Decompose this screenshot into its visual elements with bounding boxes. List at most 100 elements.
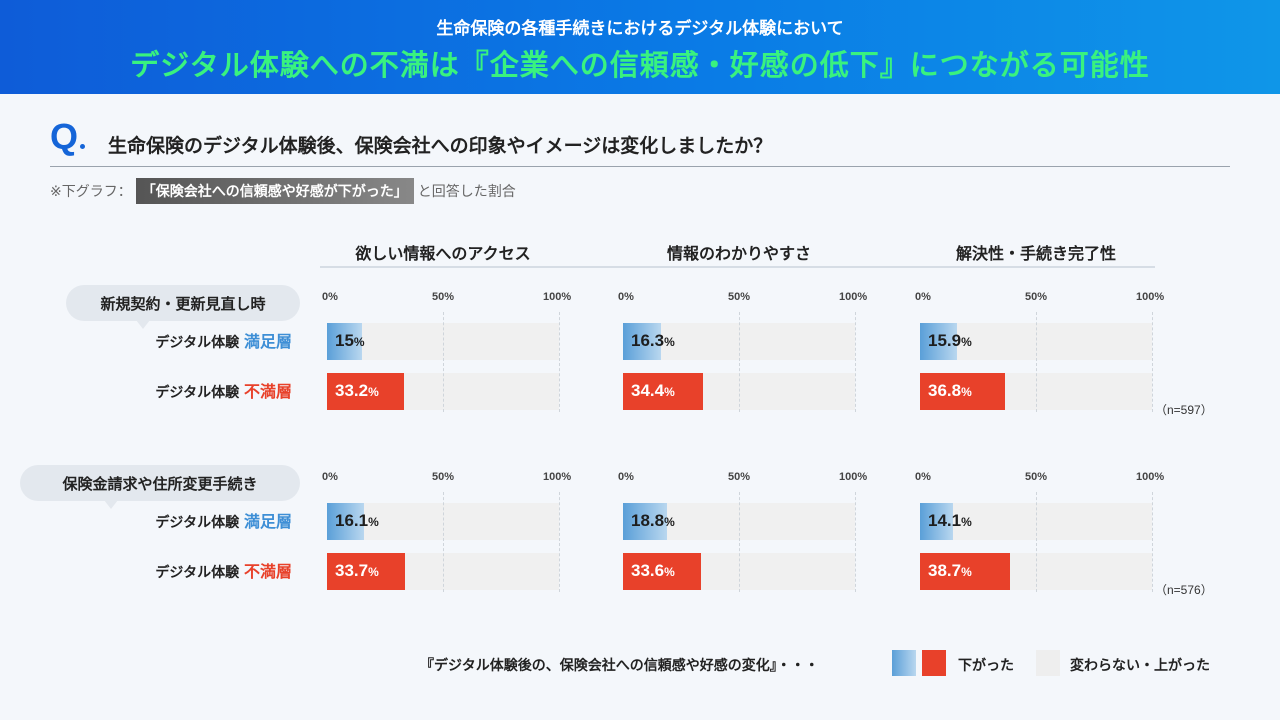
bar-value-unit: % <box>664 385 675 399</box>
bar-satisfied <box>920 503 953 540</box>
gridline <box>739 492 740 592</box>
gridline <box>443 312 444 412</box>
gridline <box>559 492 560 592</box>
row-label-segment: 不満層 <box>243 562 292 581</box>
bar-value-label: 33.7% <box>335 561 379 580</box>
bar-dissatisfied <box>623 373 703 410</box>
group-label: 新規契約・更新見直し時 <box>66 285 300 329</box>
row-label-segment: 満足層 <box>243 512 292 531</box>
row-label-prefix: デジタル体験 <box>155 515 244 531</box>
gridline <box>1152 492 1153 592</box>
axis-tick-label: 50% <box>728 291 751 303</box>
legend-caption: 『デジタル体験後の、保険会社への信頼感や好感の変化』・・・ <box>420 658 819 674</box>
gridline <box>1036 492 1037 592</box>
bar-value-label: 34.4% <box>631 381 675 400</box>
bar-satisfied <box>920 323 957 360</box>
bar-value-label: 15.9% <box>928 331 972 350</box>
gridline <box>855 312 856 412</box>
axis-tick-label: 100% <box>1136 471 1165 483</box>
bar-dissatisfied <box>327 553 406 590</box>
row-label-dissatisfied: デジタル体験 不満層 <box>155 378 292 402</box>
axis-tick-label: 0% <box>322 471 338 483</box>
sample-size-label: （n=597） <box>1155 403 1213 417</box>
bar-satisfied <box>327 503 365 540</box>
axis-tick-label: 0% <box>915 471 931 483</box>
axis-tick-label: 50% <box>432 291 455 303</box>
chart-note: ※下グラフ： 「保険会社への信頼感や好感が下がった」 と回答した割合 <box>50 178 516 204</box>
bar-value-unit: % <box>961 335 972 349</box>
header-subtitle: 生命保険の各種手続きにおけるデジタル体験において <box>436 19 844 39</box>
legend-label-other: 変わらない・上がった <box>1070 658 1210 674</box>
axis-tick-label: 100% <box>1136 291 1165 303</box>
bar-value-label: 38.7% <box>928 561 972 580</box>
question-mark-dot <box>80 144 86 149</box>
group-label: 保険金請求や住所変更手続き <box>20 465 300 509</box>
note-suffix: と回答した割合 <box>417 184 516 200</box>
gridline <box>443 492 444 592</box>
axis-tick-label: 50% <box>432 471 455 483</box>
note-highlight: 「保険会社への信頼感や好感が下がった」 <box>135 178 414 204</box>
bar-value-unit: % <box>961 515 972 529</box>
question-text: 生命保険のデジタル体験後、保険会社への印象やイメージは変化しましたか？ <box>108 135 773 157</box>
bar-satisfied <box>623 323 661 360</box>
bar-value-unit: % <box>664 515 675 529</box>
axis-tick-label: 50% <box>728 471 751 483</box>
axis-tick-label: 0% <box>618 471 634 483</box>
legend-swatch-dissatisfied <box>922 650 946 676</box>
bar-value-unit: % <box>961 565 972 579</box>
row-label-segment: 満足層 <box>243 332 292 351</box>
axis-tick-label: 50% <box>1025 291 1048 303</box>
axis-tick-label: 0% <box>618 291 634 303</box>
bar-value-label: 15% <box>335 331 365 350</box>
bar-value-unit: % <box>664 335 675 349</box>
column-title: 欲しい情報へのアクセス <box>355 244 531 263</box>
bar-value-unit: % <box>664 565 675 579</box>
header-title: デジタル体験への不満は『企業への信頼感・好感の低下』につながる可能性 <box>130 48 1150 82</box>
bar-dissatisfied <box>623 553 701 590</box>
column-header-divider <box>320 266 1155 268</box>
row-label-prefix: デジタル体験 <box>155 335 244 351</box>
bar-dissatisfied <box>920 373 1006 410</box>
legend-swatch-satisfied <box>892 650 916 676</box>
axis-tick-label: 100% <box>543 291 572 303</box>
row-label-satisfied: デジタル体験 満足層 <box>155 508 292 532</box>
bar-value-label: 36.8% <box>928 381 972 400</box>
question-mark-icon: Q <box>50 116 86 158</box>
gridline <box>739 312 740 412</box>
row-label-segment: 不満層 <box>243 382 292 401</box>
legend-label-down: 下がった <box>958 658 1014 674</box>
bar-dissatisfied <box>920 553 1010 590</box>
bar-value-label: 33.2% <box>335 381 379 400</box>
row-label-dissatisfied: デジタル体験 不満層 <box>155 558 292 582</box>
bar-value-label: 33.6% <box>631 561 675 580</box>
note-prefix: ※下グラフ： <box>50 184 132 200</box>
bar-value-label: 16.1% <box>335 511 379 530</box>
axis-tick-label: 100% <box>839 291 868 303</box>
row-label-prefix: デジタル体験 <box>155 385 244 401</box>
axis-tick-label: 0% <box>322 291 338 303</box>
bar-value-unit: % <box>961 385 972 399</box>
axis-tick-label: 100% <box>839 471 868 483</box>
bar-value-unit: % <box>368 515 379 529</box>
gridline <box>855 492 856 592</box>
bar-value-label: 18.8% <box>631 511 675 530</box>
question-mark-letter: Q <box>50 116 79 157</box>
row-label-satisfied: デジタル体験 満足層 <box>155 328 292 352</box>
bar-value-label: 14.1% <box>928 511 972 530</box>
gridline <box>1152 312 1153 412</box>
header-banner: 生命保険の各種手続きにおけるデジタル体験において デジタル体験への不満は『企業へ… <box>0 0 1280 94</box>
gridline <box>1036 312 1037 412</box>
bar-value-label: 16.3% <box>631 331 675 350</box>
axis-tick-label: 50% <box>1025 471 1048 483</box>
bar-satisfied <box>327 323 362 360</box>
bar-dissatisfied <box>327 373 405 410</box>
column-title: 解決性・手続き完了性 <box>955 244 1116 263</box>
bar-value-unit: % <box>353 335 365 349</box>
bar-value-unit: % <box>368 385 379 399</box>
axis-tick-label: 0% <box>915 291 931 303</box>
axis-tick-label: 100% <box>543 471 572 483</box>
gridline <box>559 312 560 412</box>
bar-value-unit: % <box>368 565 379 579</box>
sample-size-label: （n=576） <box>1155 583 1213 597</box>
legend-swatch-other <box>1036 650 1060 676</box>
